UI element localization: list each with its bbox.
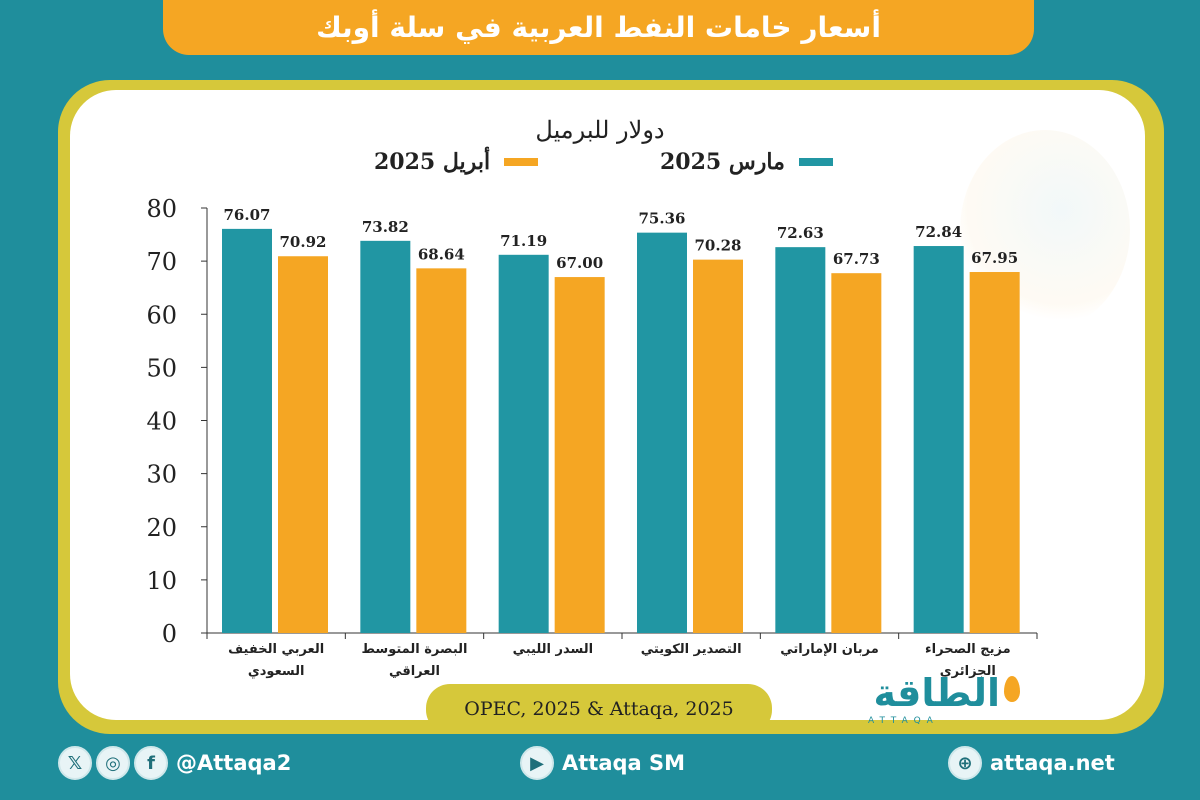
data-label: 72.84 xyxy=(915,223,962,241)
data-label: 76.07 xyxy=(224,206,271,224)
x-tick-label: السعودي xyxy=(248,664,305,679)
page-title: أسعار خامات النفط العربية في سلة أوبك xyxy=(163,0,1034,55)
y-tick-label: 80 xyxy=(146,195,177,223)
y-unit-label: دولار للبرميل xyxy=(535,116,665,144)
y-tick-label: 50 xyxy=(146,354,177,382)
facebook-icon[interactable]: f xyxy=(134,746,168,780)
x-tick-label: الجزائري xyxy=(940,664,996,679)
page-title-text: أسعار خامات النفط العربية في سلة أوبك xyxy=(316,11,881,44)
bar xyxy=(913,246,964,633)
bar xyxy=(693,259,743,633)
legend-swatch-april xyxy=(504,158,539,166)
source-note: OPEC, 2025 & Attaqa, 2025 xyxy=(426,684,772,734)
data-label: 67.00 xyxy=(556,254,603,272)
x-tick-label: البصرة المتوسط xyxy=(362,642,468,657)
data-label: 75.36 xyxy=(639,210,686,228)
bar xyxy=(278,256,328,633)
x-tick-label: العربي الخفيف xyxy=(228,642,324,657)
legend-label-april: أبريل 2025 xyxy=(374,149,491,175)
youtube-handle[interactable]: Attaqa SM xyxy=(562,751,686,775)
x-icon[interactable]: 𝕏 xyxy=(58,746,92,780)
logo-drop-icon xyxy=(1004,676,1020,702)
data-label: 67.95 xyxy=(971,249,1018,267)
x-tick-label: السدر الليبي xyxy=(513,642,594,657)
x-tick-label: مزيج الصحراء xyxy=(925,642,1011,657)
legend-item-march: مارس 2025 xyxy=(660,148,833,176)
data-label: 73.82 xyxy=(362,218,409,236)
footer: 𝕏 ◎ f @Attaqa2 ▶ Attaqa SM ⊕ attaqa.net xyxy=(0,740,1200,790)
y-tick-label: 30 xyxy=(146,461,177,489)
attaqa-logo: الطاقة ATTAQA xyxy=(860,670,1020,730)
website-link[interactable]: attaqa.net xyxy=(990,751,1115,775)
data-label: 70.92 xyxy=(280,233,327,251)
legend-label-march: مارس 2025 xyxy=(660,149,785,175)
logo-subtext: ATTAQA xyxy=(868,716,939,726)
instagram-icon[interactable]: ◎ xyxy=(96,746,130,780)
bar xyxy=(637,232,687,633)
y-tick-label: 20 xyxy=(146,514,177,542)
bar xyxy=(498,254,549,633)
data-label: 72.63 xyxy=(777,224,824,242)
bar xyxy=(360,240,411,634)
source-text: OPEC, 2025 & Attaqa, 2025 xyxy=(464,698,734,720)
y-tick-label: 40 xyxy=(146,408,177,436)
globe-icon[interactable]: ⊕ xyxy=(948,746,982,780)
x-tick-label: التصدير الكويتي xyxy=(641,642,742,657)
bar xyxy=(969,272,1020,633)
data-label: 67.73 xyxy=(833,250,880,268)
social-handle[interactable]: @Attaqa2 xyxy=(176,751,292,775)
bar xyxy=(222,228,272,634)
data-label: 71.19 xyxy=(500,232,547,250)
data-label: 70.28 xyxy=(695,237,742,255)
y-tick-label: 70 xyxy=(146,248,177,276)
data-label: 68.64 xyxy=(418,245,465,263)
y-tick-label: 60 xyxy=(146,301,177,329)
bar xyxy=(775,247,826,633)
legend-item-april: أبريل 2025 xyxy=(374,148,539,176)
y-tick-label: 0 xyxy=(162,620,177,648)
youtube-icon[interactable]: ▶ xyxy=(520,746,554,780)
x-tick-label: مربان الإماراتي xyxy=(780,642,879,657)
legend-swatch-march xyxy=(798,158,833,166)
bar xyxy=(416,268,467,633)
bar xyxy=(831,273,882,633)
y-tick-label: 10 xyxy=(146,567,177,595)
bar xyxy=(554,277,605,633)
x-tick-label: العراقي xyxy=(389,664,440,679)
logo-text: الطاقة xyxy=(873,671,1000,715)
